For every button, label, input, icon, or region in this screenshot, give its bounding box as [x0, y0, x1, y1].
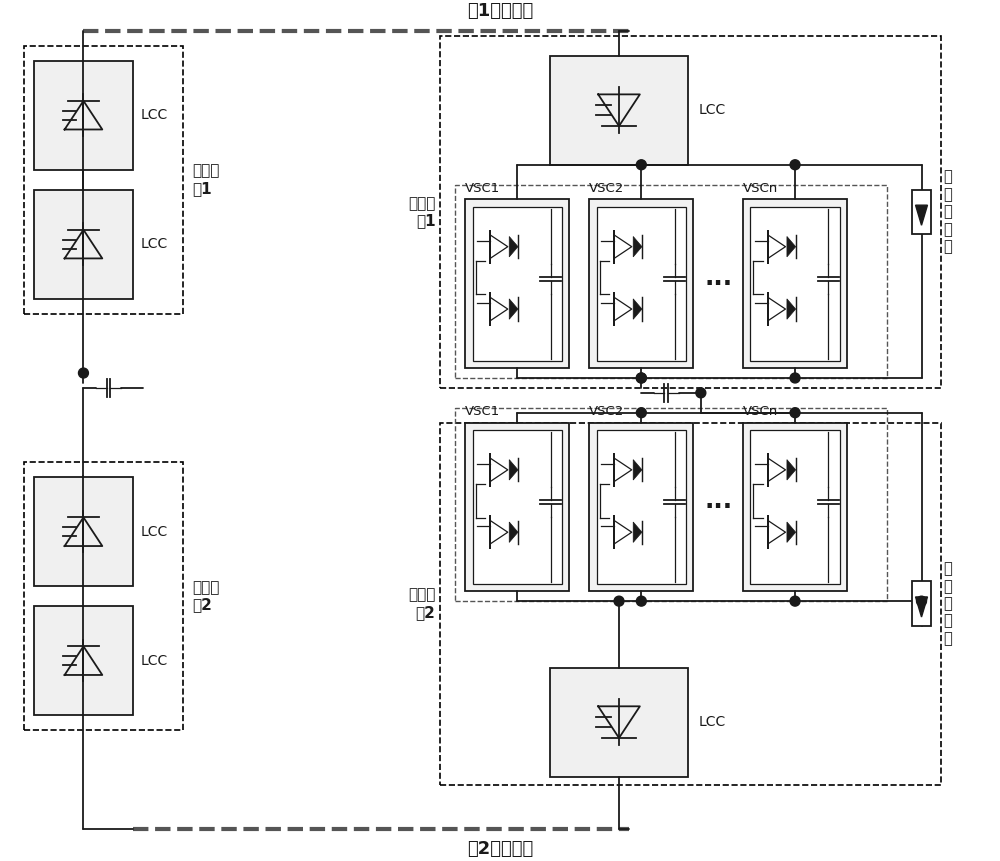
Bar [473, 207, 562, 361]
Circle shape [614, 596, 624, 606]
Polygon shape [633, 299, 642, 319]
Bar [473, 430, 562, 584]
Circle shape [636, 160, 646, 170]
Circle shape [78, 368, 88, 378]
Bar [465, 200, 569, 368]
Bar [34, 477, 133, 586]
Text: ···: ··· [704, 495, 732, 519]
Text: VSCn: VSCn [743, 405, 778, 418]
Text: LCC: LCC [141, 653, 168, 667]
Bar [465, 423, 569, 592]
Bar [34, 60, 133, 170]
Bar [455, 184, 887, 378]
Bar [743, 423, 847, 592]
Text: LCC: LCC [141, 237, 168, 251]
Text: LCC: LCC [698, 715, 726, 729]
Text: VSC2: VSC2 [589, 405, 625, 418]
Text: 极2直流线路: 极2直流线路 [467, 840, 533, 858]
Polygon shape [787, 237, 796, 257]
Text: VSC1: VSC1 [465, 405, 501, 418]
Circle shape [790, 160, 800, 170]
Bar [912, 581, 931, 626]
Text: VSC2: VSC2 [589, 182, 625, 195]
Polygon shape [787, 522, 796, 542]
Polygon shape [787, 460, 796, 480]
Bar [24, 46, 183, 313]
Bar [440, 423, 941, 784]
Bar [597, 430, 686, 584]
Text: ···: ··· [704, 272, 732, 296]
Bar [743, 200, 847, 368]
Polygon shape [509, 460, 518, 480]
Bar [750, 207, 840, 361]
Text: 逆变站
极2: 逆变站 极2 [408, 587, 436, 620]
Text: 整流站
极1: 整流站 极1 [193, 164, 220, 195]
Text: LCC: LCC [141, 108, 168, 122]
Bar [34, 606, 133, 715]
Text: 极1直流线路: 极1直流线路 [467, 2, 533, 20]
Polygon shape [916, 205, 927, 226]
Text: 整流站
极2: 整流站 极2 [193, 580, 220, 612]
Polygon shape [787, 299, 796, 319]
Polygon shape [633, 522, 642, 542]
Bar [550, 56, 688, 164]
Text: 并
联
避
雷
器: 并 联 避 雷 器 [943, 561, 952, 646]
Text: LCC: LCC [698, 103, 726, 117]
Bar [912, 189, 931, 234]
Bar [589, 423, 693, 592]
Bar [750, 430, 840, 584]
Bar [34, 189, 133, 299]
Circle shape [790, 373, 800, 383]
Polygon shape [509, 237, 518, 257]
Polygon shape [633, 237, 642, 257]
Circle shape [696, 388, 706, 398]
Bar [597, 207, 686, 361]
Bar [440, 36, 941, 388]
Bar [24, 462, 183, 730]
Bar [589, 200, 693, 368]
Text: VSCn: VSCn [743, 182, 778, 195]
Polygon shape [509, 299, 518, 319]
Polygon shape [633, 460, 642, 480]
Bar [550, 667, 688, 777]
Text: 逆变站
极1: 逆变站 极1 [408, 195, 436, 228]
Text: LCC: LCC [141, 524, 168, 539]
Circle shape [636, 373, 646, 383]
Polygon shape [509, 522, 518, 542]
Circle shape [917, 596, 926, 606]
Circle shape [790, 408, 800, 418]
Circle shape [636, 596, 646, 606]
Polygon shape [916, 597, 927, 617]
Text: VSC1: VSC1 [465, 182, 501, 195]
Circle shape [790, 596, 800, 606]
Bar [455, 408, 887, 601]
Circle shape [636, 373, 646, 383]
Circle shape [636, 408, 646, 418]
Text: 并
联
避
雷
器: 并 联 避 雷 器 [943, 170, 952, 254]
